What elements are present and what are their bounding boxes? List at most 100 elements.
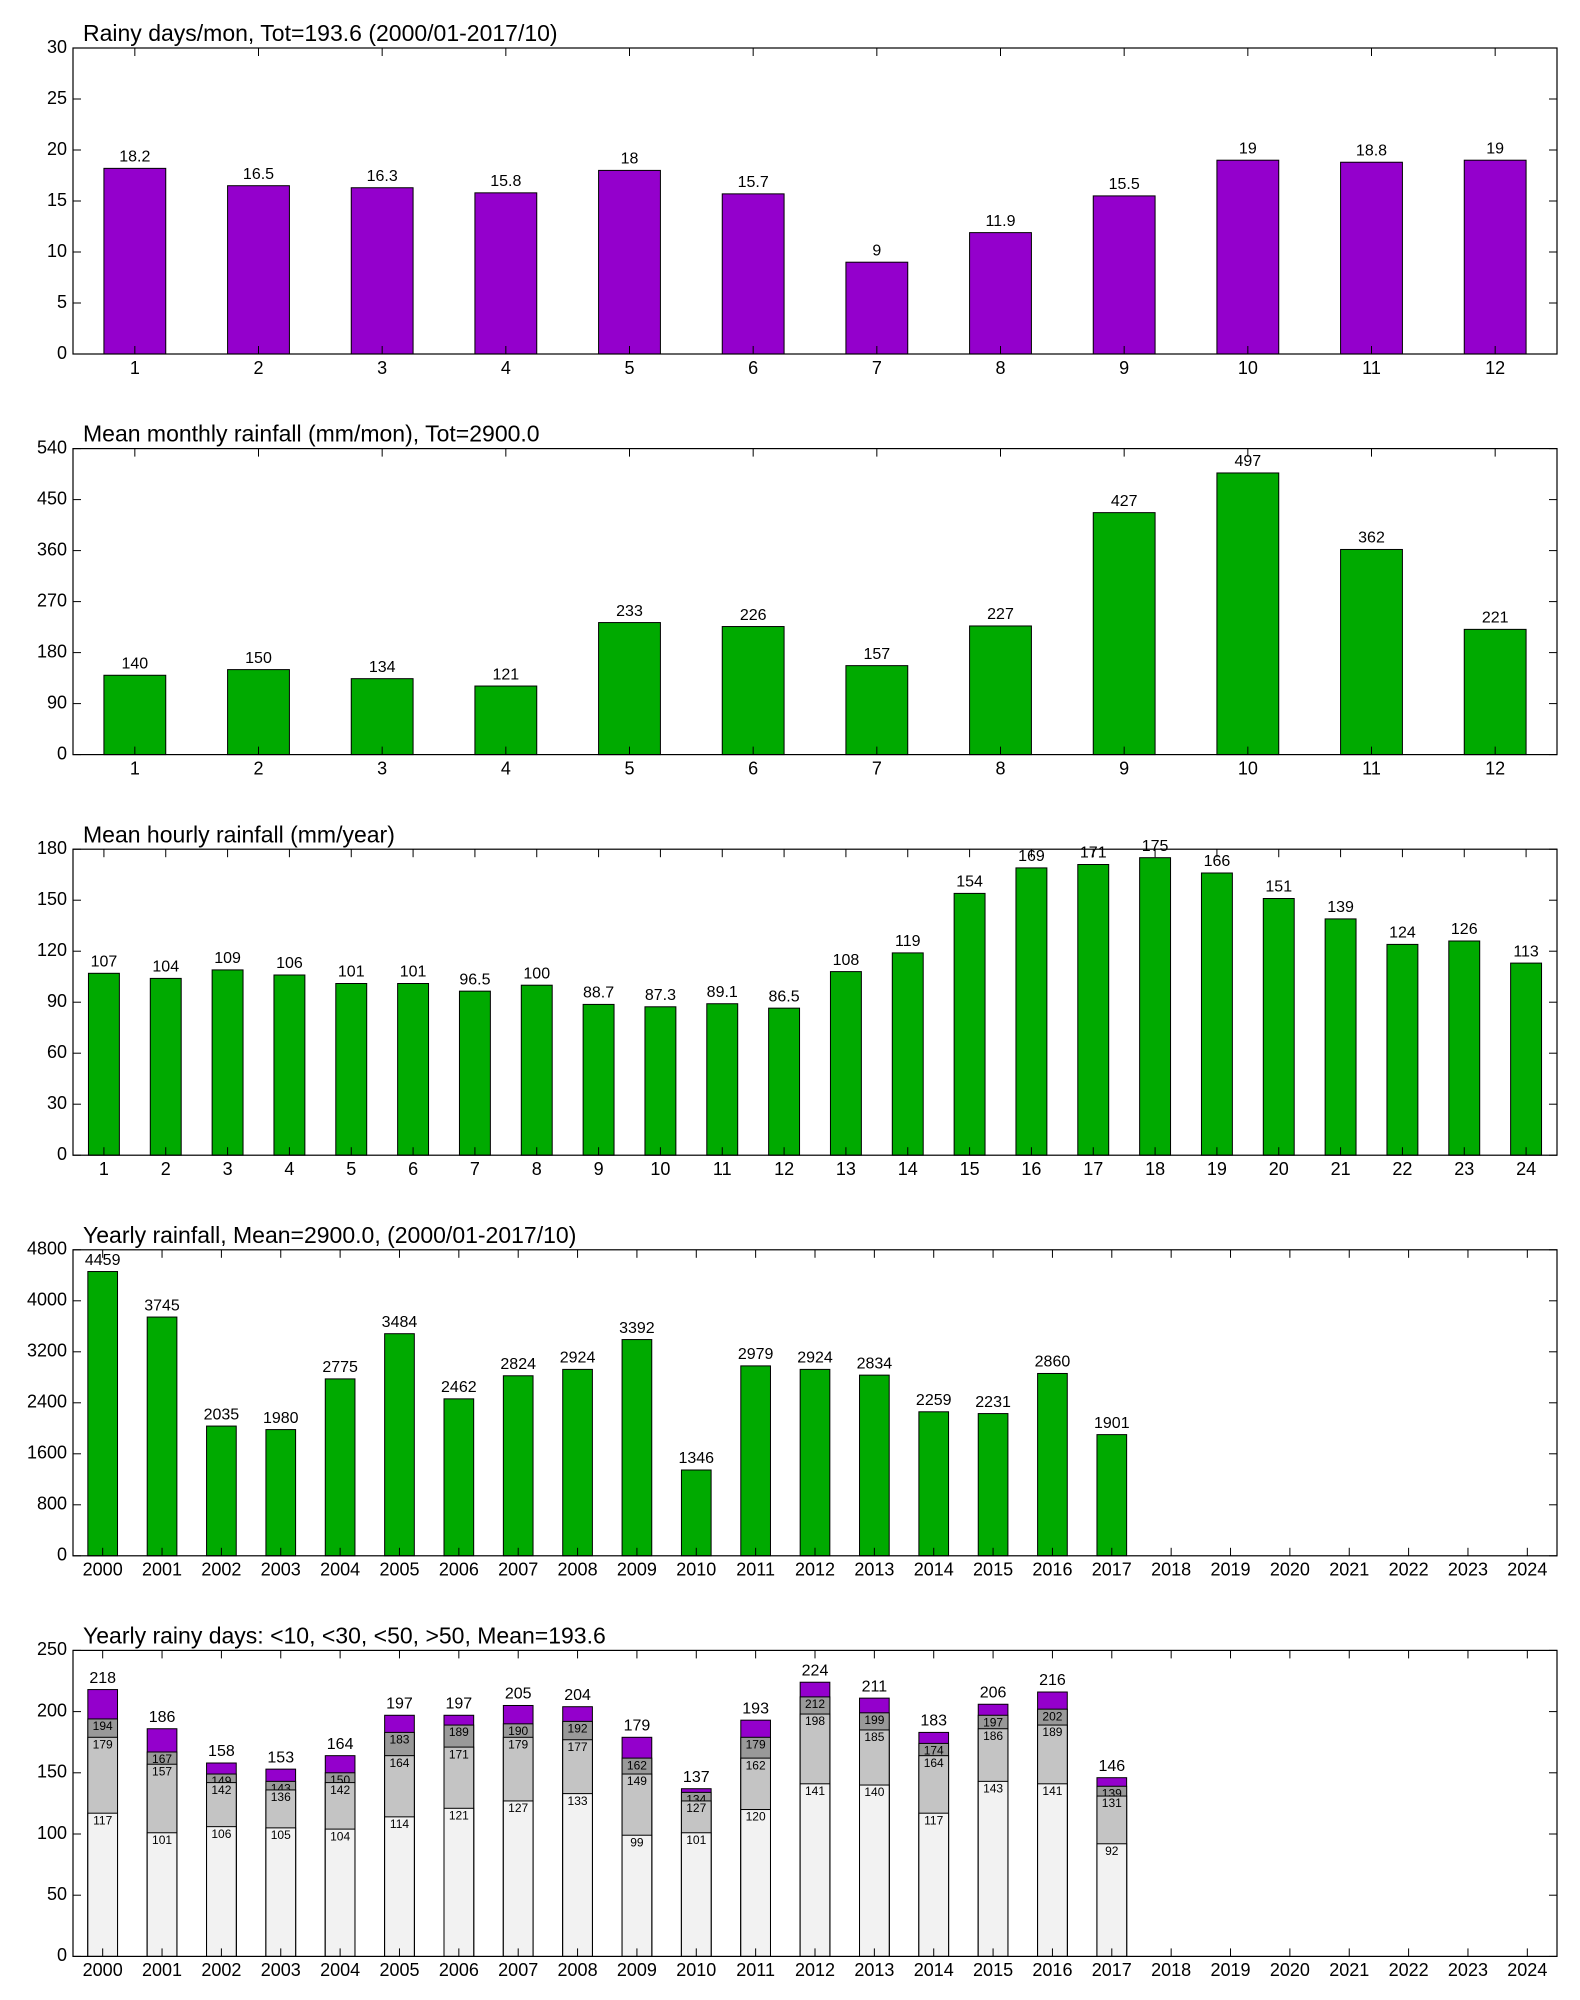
x-tick-label: 6 [748, 358, 758, 378]
bar [1139, 857, 1172, 1156]
bar [502, 1800, 534, 1957]
value-label: 202 [1042, 1709, 1062, 1723]
y-tick-label: 250 [37, 1639, 67, 1659]
value-label: 121 [449, 1808, 469, 1822]
value-label: 167 [152, 1752, 172, 1766]
chart-title: Yearly rainy days: <10, <30, <50, >50, M… [83, 1622, 606, 1648]
value-label: 198 [805, 1714, 825, 1728]
x-tick-label: 2021 [1329, 1560, 1369, 1580]
x-tick-label: 2014 [914, 1960, 954, 1980]
value-label: 141 [805, 1784, 825, 1798]
value-label: 212 [805, 1697, 825, 1711]
value-label: 206 [980, 1684, 1007, 1701]
x-tick-label: 22 [1392, 1159, 1412, 1179]
bar [1216, 472, 1280, 756]
value-label: 162 [746, 1758, 766, 1772]
x-tick-label: 7 [872, 358, 882, 378]
x-tick-label: 9 [1119, 758, 1129, 778]
x-tick-label: 2019 [1210, 1560, 1250, 1580]
value-label: 127 [508, 1801, 528, 1815]
x-tick-label: 2022 [1389, 1560, 1429, 1580]
x-tick-label: 2024 [1507, 1560, 1547, 1580]
x-tick-label: 2010 [676, 1560, 716, 1580]
x-tick-label: 2020 [1270, 1560, 1310, 1580]
value-label: 19 [1239, 140, 1257, 157]
x-tick-label: 2007 [498, 1960, 538, 1980]
value-label: 179 [508, 1737, 528, 1751]
bar [227, 185, 290, 355]
x-tick-label: 12 [1485, 358, 1505, 378]
value-label: 108 [833, 952, 860, 969]
value-label: 131 [1102, 1796, 1122, 1810]
bar [562, 1368, 593, 1557]
bar [845, 665, 909, 756]
value-label: 89.1 [707, 984, 738, 1001]
x-tick-label: 2000 [83, 1560, 123, 1580]
y-tick-label: 0 [57, 743, 67, 763]
x-tick-label: 8 [995, 758, 1005, 778]
bar [149, 977, 182, 1156]
bar [384, 1333, 415, 1557]
x-tick-label: 2023 [1448, 1960, 1488, 1980]
value-label: 101 [400, 964, 427, 981]
value-label: 227 [987, 606, 1014, 623]
value-label: 194 [93, 1719, 113, 1733]
bar [265, 1827, 297, 1957]
x-tick-label: 2017 [1092, 1560, 1132, 1580]
x-tick-label: 11 [1362, 358, 1381, 378]
value-label: 18 [621, 151, 639, 168]
x-tick-label: 18 [1145, 1159, 1165, 1179]
bar [273, 974, 306, 1156]
y-tick-label: 4000 [27, 1290, 67, 1310]
bar [562, 1793, 593, 1957]
bar [103, 167, 167, 355]
bar [1448, 940, 1481, 1156]
bar [265, 1429, 297, 1557]
value-label: 15.5 [1109, 176, 1140, 193]
x-tick-label: 2016 [1032, 1960, 1072, 1980]
value-label: 362 [1358, 530, 1385, 547]
value-label: 146 [1098, 1758, 1125, 1775]
value-label: 164 [924, 1756, 944, 1770]
bar [1077, 864, 1110, 1156]
bar [324, 1828, 356, 1957]
x-tick-label: 2014 [914, 1560, 954, 1580]
x-tick-label: 2015 [973, 1560, 1013, 1580]
x-tick-label: 3 [377, 758, 387, 778]
value-label: 2259 [916, 1392, 952, 1409]
value-label: 151 [1265, 879, 1292, 896]
value-label: 189 [1042, 1725, 1062, 1739]
bar [206, 1826, 237, 1957]
value-label: 133 [568, 1794, 588, 1808]
x-tick-label: 2002 [201, 1560, 241, 1580]
value-label: 140 [121, 655, 148, 672]
value-label: 2775 [322, 1359, 358, 1376]
y-tick-label: 800 [37, 1494, 67, 1514]
x-tick-label: 6 [408, 1159, 418, 1179]
value-label: 183 [920, 1713, 947, 1730]
value-label: 193 [742, 1700, 769, 1717]
plot-frame [72, 1249, 1558, 1557]
bar [87, 1271, 119, 1557]
x-tick-label: 12 [1485, 758, 1505, 778]
value-label: 141 [1042, 1784, 1062, 1798]
value-label: 117 [924, 1813, 943, 1827]
value-label: 218 [89, 1670, 116, 1687]
value-label: 154 [956, 874, 983, 891]
value-label: 158 [208, 1743, 235, 1760]
y-tick-label: 10 [47, 241, 67, 261]
x-tick-label: 5 [624, 758, 634, 778]
y-tick-label: 540 [37, 437, 67, 457]
value-label: 126 [1451, 921, 1478, 938]
value-label: 427 [1111, 493, 1138, 510]
x-tick-label: 2018 [1151, 1560, 1191, 1580]
x-tick-label: 9 [1119, 358, 1129, 378]
plot-frame [72, 1649, 1558, 1958]
value-label: 2924 [560, 1350, 596, 1367]
bar [680, 1832, 712, 1957]
value-label: 150 [245, 650, 272, 667]
bar [1340, 161, 1403, 355]
x-tick-label: 1 [99, 1159, 109, 1179]
value-label: 18.8 [1356, 142, 1387, 159]
